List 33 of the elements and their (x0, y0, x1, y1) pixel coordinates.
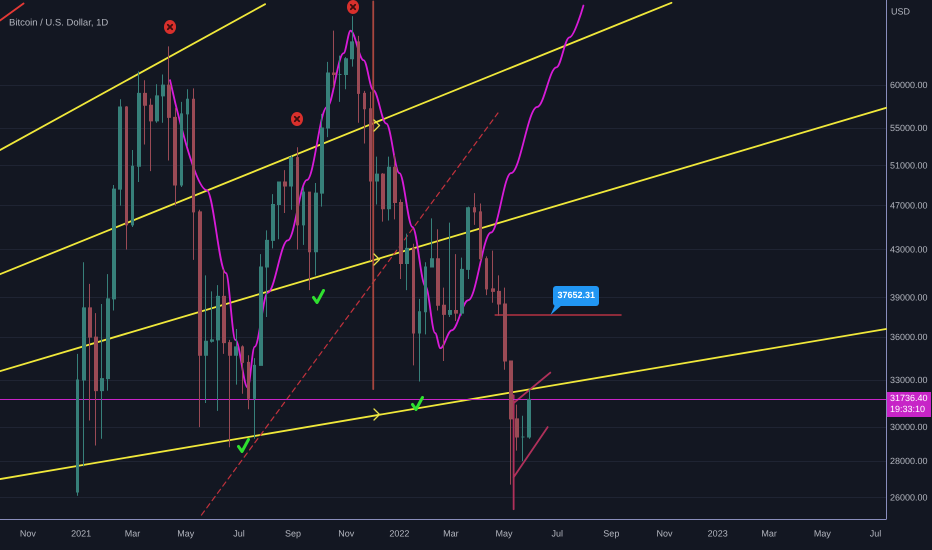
x-tick-label: Jul (551, 528, 563, 538)
x-tick-label: Mar (124, 528, 140, 538)
x-tick-label: Jul (870, 528, 882, 538)
y-tick-label: 43000.00 (890, 244, 928, 254)
y-tick-label: 36000.00 (890, 332, 928, 342)
text: Bitcoin / U.S. Dollar, 1D (9, 18, 108, 28)
x-tick-label: 2023 (708, 528, 728, 538)
y-tick-label: 47000.00 (890, 200, 928, 211)
x-tick-label: 2022 (389, 528, 410, 538)
y-tick-label: 26000.00 (890, 492, 928, 503)
x-tick-label: May (496, 528, 514, 538)
text: 19:33:10 (889, 404, 926, 416)
x-tick-label: May (814, 528, 832, 538)
x-tick-label: Nov (656, 528, 673, 538)
y-tick-label: 30000.00 (890, 422, 928, 432)
x-tick-label: Sep (285, 528, 302, 538)
x-tick-label: Jul (233, 528, 245, 538)
y-tick-label: 39000.00 (890, 292, 928, 303)
x-tick-label: 2021 (71, 528, 92, 538)
annotation: 37652.31 (556, 290, 596, 302)
y-axis-title: USD (891, 6, 910, 16)
y-tick-label: 55000.00 (890, 123, 928, 134)
y-tick-label: 60000.00 (890, 80, 928, 90)
y-tick-label: 28000.00 (890, 456, 928, 466)
x-tick-label: Mar (761, 528, 777, 538)
x-tick-label: Mar (443, 528, 459, 538)
x-tick-label: Sep (603, 528, 620, 538)
ref-line-label: 31736.40 (889, 393, 929, 404)
y-tick-label: 51000.00 (890, 160, 928, 170)
x-tick-label: Nov (20, 528, 36, 538)
y-tick-label: 33000.00 (890, 375, 928, 386)
x-tick-label: May (177, 528, 195, 538)
x-tick-label: Nov (338, 528, 355, 538)
